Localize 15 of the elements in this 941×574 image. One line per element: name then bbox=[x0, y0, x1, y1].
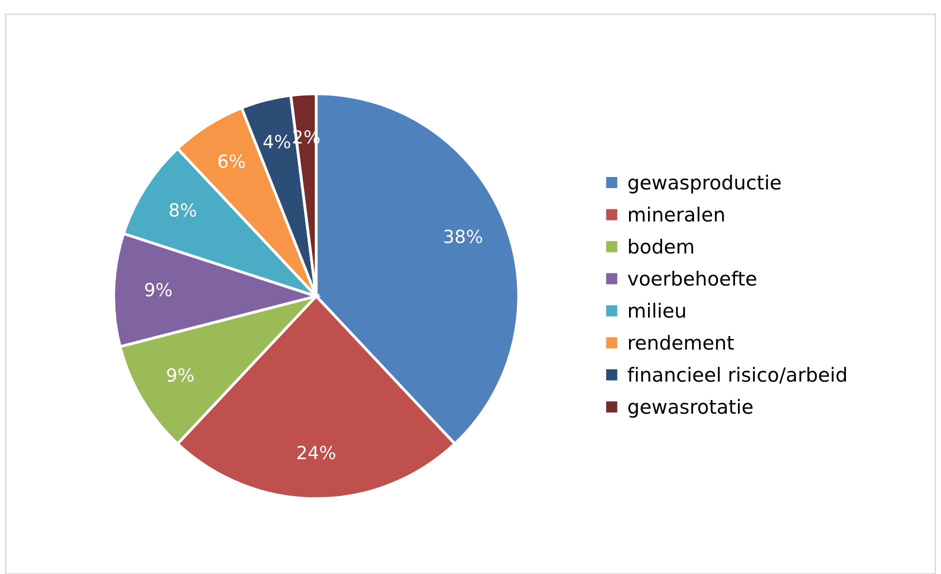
data-label: 38% bbox=[444, 230, 482, 244]
legend-label: milieu bbox=[629, 302, 685, 318]
data-label: 9% bbox=[167, 368, 194, 382]
legend-label: mineralen bbox=[629, 206, 724, 222]
data-label: 24% bbox=[297, 446, 336, 460]
legend-label: financieel risico/arbeid bbox=[628, 366, 846, 384]
data-label: 4% bbox=[263, 134, 290, 148]
data-label: 6% bbox=[218, 154, 245, 168]
data-label: 9% bbox=[145, 282, 172, 296]
legend-label: voerbehoefte bbox=[628, 270, 756, 286]
legend-label: gewasproductie bbox=[628, 174, 781, 194]
data-label: 8% bbox=[170, 203, 196, 217]
legend-label: gewasrotatie bbox=[628, 398, 752, 418]
legend-label: bodem bbox=[629, 238, 694, 254]
legend-label: rendement bbox=[629, 334, 734, 350]
